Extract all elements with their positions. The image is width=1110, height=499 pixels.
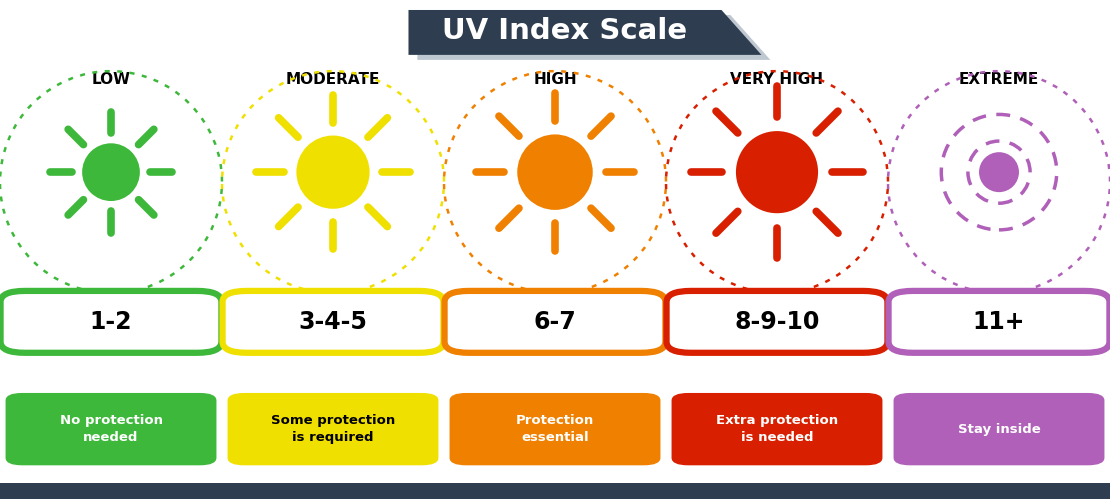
FancyBboxPatch shape [444,291,665,353]
Text: 8-9-10: 8-9-10 [735,310,819,334]
Text: 6-7: 6-7 [534,310,576,334]
Text: No protection
needed: No protection needed [60,414,162,444]
Text: 3-4-5: 3-4-5 [299,310,367,334]
Text: UV Index Scale: UV Index Scale [443,17,687,45]
FancyBboxPatch shape [228,393,438,465]
FancyBboxPatch shape [0,483,1110,499]
Text: HIGH: HIGH [533,72,577,87]
Polygon shape [408,10,761,55]
Ellipse shape [296,136,370,209]
FancyBboxPatch shape [6,393,216,465]
Ellipse shape [736,131,818,213]
Text: Stay inside: Stay inside [958,423,1040,436]
Text: EXTREME: EXTREME [959,72,1039,87]
Text: LOW: LOW [91,72,131,87]
FancyBboxPatch shape [894,393,1104,465]
FancyBboxPatch shape [1,291,222,353]
FancyBboxPatch shape [666,291,887,353]
Ellipse shape [82,143,140,201]
FancyBboxPatch shape [226,292,446,354]
FancyBboxPatch shape [222,291,443,353]
Polygon shape [755,291,773,315]
Polygon shape [311,291,329,315]
FancyBboxPatch shape [888,291,1110,353]
Text: Protection
essential: Protection essential [516,414,594,444]
Text: VERY HIGH: VERY HIGH [730,72,824,87]
Ellipse shape [979,152,1019,192]
Text: 1-2: 1-2 [90,310,132,334]
FancyBboxPatch shape [450,393,660,465]
Text: Extra protection
is needed: Extra protection is needed [716,414,838,444]
Polygon shape [89,291,107,315]
FancyBboxPatch shape [448,292,669,354]
Polygon shape [533,291,551,315]
FancyBboxPatch shape [4,292,224,354]
FancyBboxPatch shape [669,292,890,354]
Polygon shape [977,291,995,315]
Text: MODERATE: MODERATE [285,72,381,87]
FancyBboxPatch shape [672,393,882,465]
Ellipse shape [517,134,593,210]
Polygon shape [417,15,770,60]
Text: 11+: 11+ [972,310,1026,334]
FancyBboxPatch shape [892,292,1110,354]
Text: Some protection
is required: Some protection is required [271,414,395,444]
